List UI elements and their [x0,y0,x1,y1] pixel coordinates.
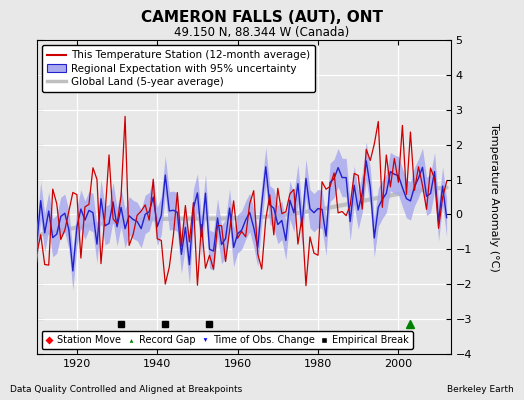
Legend: Station Move, Record Gap, Time of Obs. Change, Empirical Break: Station Move, Record Gap, Time of Obs. C… [41,331,413,349]
Text: Data Quality Controlled and Aligned at Breakpoints: Data Quality Controlled and Aligned at B… [10,385,243,394]
Text: CAMERON FALLS (AUT), ONT: CAMERON FALLS (AUT), ONT [141,10,383,25]
Text: 49.150 N, 88.344 W (Canada): 49.150 N, 88.344 W (Canada) [174,26,350,39]
Y-axis label: Temperature Anomaly (°C): Temperature Anomaly (°C) [489,123,499,271]
Text: Berkeley Earth: Berkeley Earth [447,385,514,394]
